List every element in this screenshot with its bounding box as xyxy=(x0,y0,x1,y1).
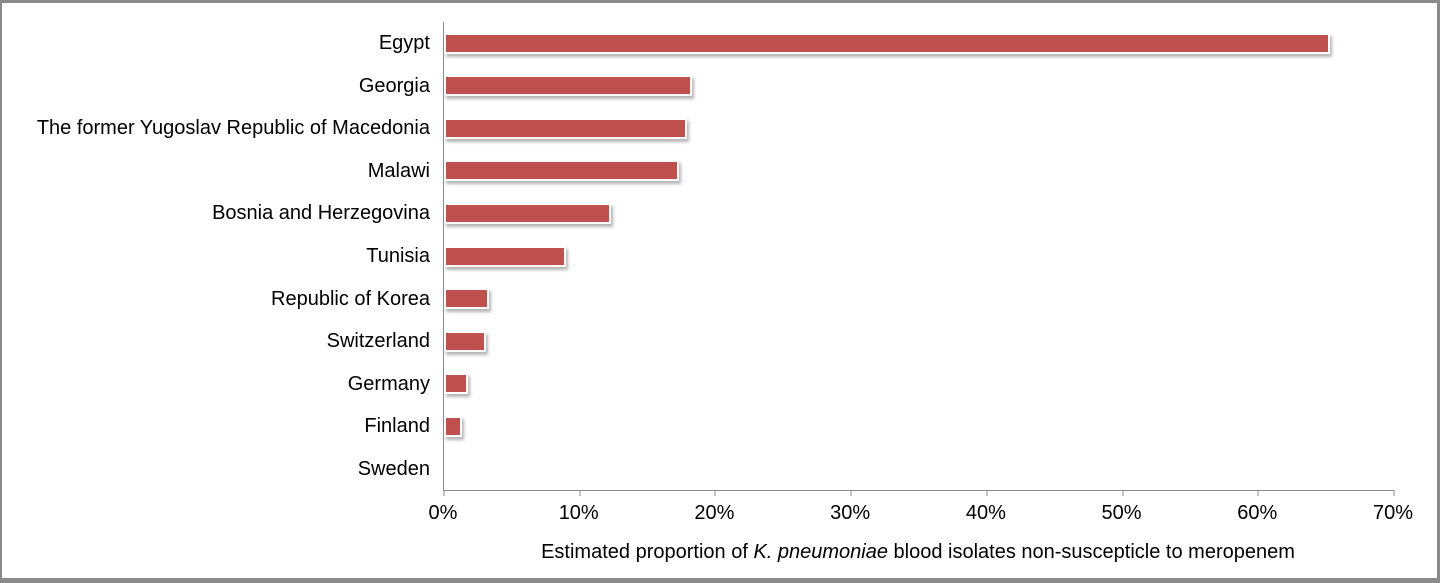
bar-row xyxy=(444,22,1394,65)
x-tick-label: 30% xyxy=(830,502,871,524)
category-label: Bosnia and Herzegovina xyxy=(212,202,430,225)
x-ticks xyxy=(443,490,1395,497)
category-label: Georgia xyxy=(358,74,430,97)
bar-row xyxy=(444,320,1394,363)
x-axis-title-prefix: Estimated proportion of xyxy=(541,541,754,563)
category-label: Egypt xyxy=(378,32,430,55)
x-tick-mark xyxy=(1257,490,1259,496)
bar-rows xyxy=(444,22,1394,490)
category-label: Switzerland xyxy=(326,330,430,353)
x-tick-mark xyxy=(579,490,581,496)
x-tick-mark xyxy=(443,490,445,496)
x-tick-label: 40% xyxy=(965,502,1006,524)
bar-row xyxy=(444,447,1394,490)
bar-row xyxy=(444,235,1394,278)
bar xyxy=(444,202,611,224)
bar-row xyxy=(444,277,1394,320)
x-tick-label: 60% xyxy=(1237,502,1278,524)
x-tick-mark xyxy=(1122,490,1124,496)
x-tick-label: 10% xyxy=(558,502,599,524)
x-tick-mark xyxy=(1393,490,1395,496)
bar xyxy=(444,288,489,310)
bar xyxy=(444,160,679,182)
x-tick-mark xyxy=(850,490,852,496)
category-labels: Egypt Georgia The former Yugoslav Republic… xyxy=(2,22,430,490)
bar-row xyxy=(444,150,1394,193)
bar-row xyxy=(444,192,1394,235)
bar xyxy=(444,32,1331,54)
plot-area xyxy=(443,22,1395,496)
x-tick-labels: 0% 10% 20% 30% 40% 50% 60% 70% xyxy=(429,502,1413,526)
category-label: The former Yugoslav Republic of Macedoni… xyxy=(36,117,430,140)
category-label: Malawi xyxy=(367,159,430,182)
bar xyxy=(444,75,693,97)
x-axis-title-italic: K. pneumoniae xyxy=(753,541,888,563)
x-tick-mark xyxy=(986,490,988,496)
x-tick-label: 70% xyxy=(1372,502,1414,524)
category-label: Republic of Korea xyxy=(271,287,430,310)
x-axis-title: Estimated proportion of K. pneumoniae bl… xyxy=(443,541,1393,564)
bar-row xyxy=(444,65,1394,108)
x-tick-label: 50% xyxy=(1101,502,1142,524)
bar-row xyxy=(444,107,1394,150)
bar xyxy=(444,245,567,267)
x-tick-label: 20% xyxy=(694,502,735,524)
category-label: Finland xyxy=(364,415,430,438)
bar xyxy=(444,415,462,437)
category-label: Sweden xyxy=(357,457,430,480)
bar-row xyxy=(444,362,1394,405)
category-label: Tunisia xyxy=(366,245,430,267)
x-tick-mark xyxy=(714,490,716,496)
x-axis-title-suffix: blood isolates non-suscepticle to merope… xyxy=(887,541,1295,563)
x-tick-label: 0% xyxy=(428,502,458,524)
bar xyxy=(444,117,687,139)
bar xyxy=(444,330,486,352)
category-label: Germany xyxy=(347,372,430,395)
bar-row xyxy=(444,405,1394,448)
bar xyxy=(444,373,469,395)
